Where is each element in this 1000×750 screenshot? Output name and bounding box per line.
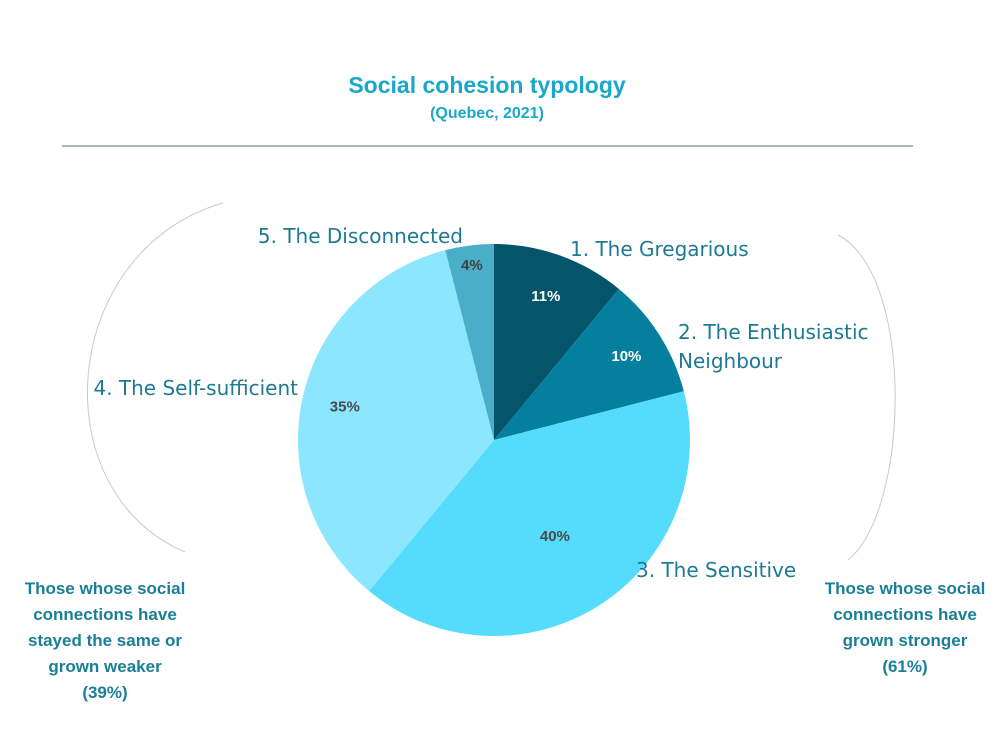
group-bracket-right <box>837 234 896 561</box>
chart-title: Social cohesion typology <box>348 72 626 98</box>
group-note-line: Those whose social <box>824 579 986 598</box>
group-note-line: stayed the same or <box>27 631 182 650</box>
slice-category-label: 3. The Sensitive <box>636 558 796 582</box>
pie-slice-3 <box>369 391 690 637</box>
slice-category-label: 5. The Disconnected <box>258 224 463 248</box>
slice-percent-label: 35% <box>330 399 360 416</box>
group-note-line: grown weaker <box>48 657 162 676</box>
slice-percent-label: 40% <box>540 528 570 545</box>
group-note-line: Those whose social <box>24 579 186 598</box>
group-note-stronger: Those whose social connections have grown … <box>805 576 1000 680</box>
pie-slices <box>297 244 690 637</box>
pie-slice-2 <box>494 288 684 440</box>
pie-slice-5 <box>445 244 494 440</box>
group-bracket-left <box>86 202 224 553</box>
slice-percent-label: 4% <box>461 257 483 274</box>
pie-slice-1 <box>494 244 619 440</box>
slice-category-label: 2. The Enthusiastic Neighbour <box>678 320 869 373</box>
group-note-line: connections have <box>833 605 977 624</box>
group-note-line: (39%) <box>82 683 128 702</box>
pie-slice-4 <box>297 250 494 592</box>
group-note-line: (61%) <box>882 657 928 676</box>
group-note-weaker: Those whose social connections have stayed… <box>0 576 210 706</box>
slice-percent-label: 10% <box>611 348 641 365</box>
group-note-line: grown stronger <box>842 631 968 650</box>
segment-labels: 1. The Gregarious 2. The Enthusiastic Neig… <box>93 224 868 582</box>
slice-percent-label: 11% <box>531 288 560 305</box>
group-note-line: connections have <box>33 605 177 624</box>
slice-category-label: 4. The Self-sufficient <box>93 376 298 400</box>
percent-labels: 11% 10% 40% 35% 4% <box>330 257 642 545</box>
slice-category-label: 1. The Gregarious <box>570 237 749 261</box>
chart-subtitle: (Quebec, 2021) <box>430 105 544 122</box>
